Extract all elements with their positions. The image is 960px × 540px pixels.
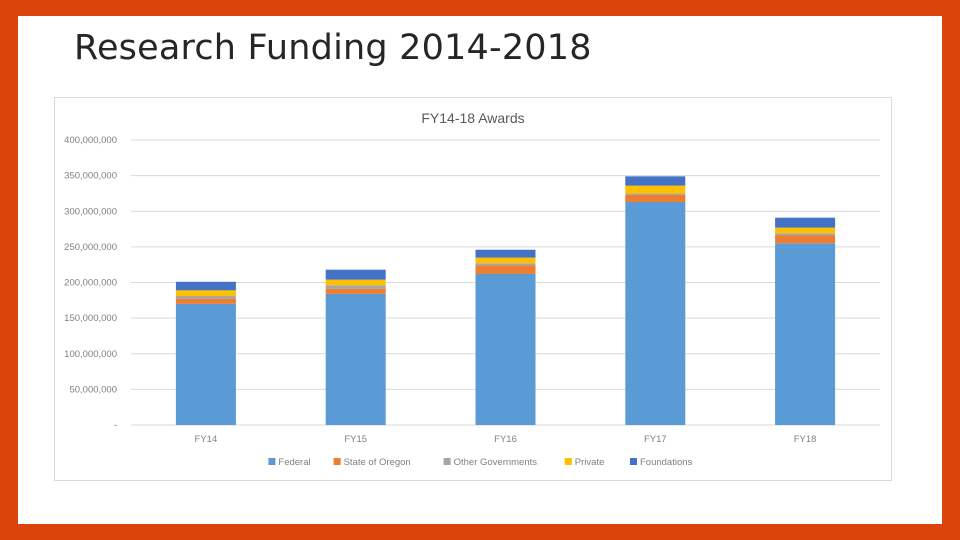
y-tick-label: 150,000,000 — [64, 313, 117, 324]
x-tick-label: FY17 — [644, 434, 667, 445]
stacked-bar-chart: FY14-18 Awards - 50,000,000 100,000,000 150… — [64, 110, 880, 468]
legend-label: Private — [575, 457, 605, 468]
legend: Federal State of Oregon Other Governments P… — [268, 457, 693, 468]
bar-segment-state-of-oregon — [175, 298, 236, 304]
bar-segment-foundations — [175, 281, 236, 291]
bar-segment-other-governments — [325, 285, 386, 289]
y-tick-label: 100,000,000 — [64, 349, 117, 360]
legend-label: Foundations — [640, 457, 693, 468]
bar-segment-federal — [475, 273, 536, 425]
bar-segment-federal — [175, 303, 236, 425]
bar-segment-federal — [325, 293, 386, 425]
bar-segment-other-governments — [475, 263, 536, 266]
legend-label: State of Oregon — [344, 457, 411, 468]
bar-segment-foundations — [625, 176, 686, 186]
legend-swatch — [268, 458, 276, 465]
x-tick-label: FY14 — [195, 434, 218, 445]
x-tick-label: FY18 — [794, 434, 817, 445]
y-tick-label: 200,000,000 — [64, 278, 117, 289]
bar-segment-private — [775, 227, 836, 234]
bar-segment-foundations — [775, 217, 836, 228]
bar-segment-foundations — [475, 249, 536, 258]
x-tick-label: FY16 — [494, 434, 517, 445]
bar-segment-federal — [775, 243, 836, 425]
legend-swatch — [564, 458, 572, 465]
bar-segment-private — [325, 279, 386, 286]
bars — [175, 176, 836, 425]
x-axis-ticks: FY14 FY15 FY16 FY17 FY18 — [195, 434, 817, 445]
y-tick-label: 350,000,000 — [64, 171, 117, 182]
y-tick-label: 400,000,000 — [64, 135, 117, 146]
bar-segment-private — [475, 257, 536, 264]
bar-segment-private — [625, 185, 686, 194]
y-tick-label: 250,000,000 — [64, 242, 117, 253]
bar-segment-other-governments — [775, 233, 836, 236]
legend-label: Other Governments — [454, 457, 538, 468]
bar-segment-other-governments — [175, 296, 236, 299]
legend-swatch — [443, 458, 451, 465]
y-axis-ticks: - 50,000,000 100,000,000 150,000,000 200,000… — [64, 135, 117, 431]
bar-segment-foundations — [325, 269, 386, 280]
slide-title: Research Funding 2014-2018 — [74, 28, 592, 68]
x-tick-label: FY15 — [344, 434, 367, 445]
y-tick-label: - — [114, 420, 117, 431]
bar-segment-state-of-oregon — [625, 194, 686, 202]
chart-frame: FY14-18 Awards - 50,000,000 100,000,000 150… — [54, 97, 892, 481]
y-tick-label: 50,000,000 — [69, 384, 117, 395]
legend-label: Federal — [278, 457, 310, 468]
bar-segment-private — [175, 290, 236, 297]
legend-swatch — [630, 458, 637, 465]
legend-swatch — [333, 458, 341, 465]
y-tick-label: 300,000,000 — [64, 206, 117, 217]
slide: Research Funding 2014-2018 FY14-18 Award… — [18, 16, 942, 524]
bar-segment-other-governments — [625, 193, 686, 195]
bar-segment-state-of-oregon — [325, 288, 386, 294]
bar-segment-federal — [625, 201, 686, 425]
bar-segment-state-of-oregon — [475, 265, 536, 274]
chart-title: FY14-18 Awards — [421, 110, 524, 126]
bar-segment-state-of-oregon — [775, 235, 836, 244]
